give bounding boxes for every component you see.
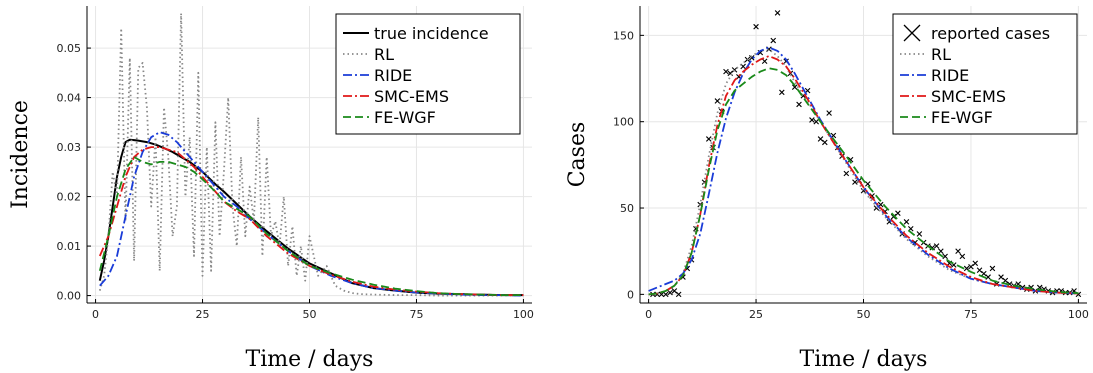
reported-case-point — [748, 55, 755, 61]
legend-label-ride: RIDE — [374, 66, 412, 85]
reported-case-point — [981, 270, 987, 277]
reported-case-point — [968, 263, 974, 270]
y-tick-label: 0.00 — [57, 290, 82, 303]
reported-case-point — [791, 84, 798, 90]
reported-case-point — [774, 10, 781, 16]
y-axis-label: Cases — [565, 122, 590, 188]
reported-case-point — [770, 37, 777, 44]
incidence-panel: 0 25 50 75 100 0.00 0.01 0.02 0.03 0.04 0.05 Time /… — [8, 6, 534, 372]
x-tick-label: 75 — [409, 308, 423, 321]
reported-case-point — [938, 248, 944, 254]
reported-case-point — [942, 253, 948, 260]
x-tick-label: 25 — [749, 308, 763, 321]
y-tick-label: 100 — [613, 116, 634, 129]
reported-case-point — [916, 231, 923, 237]
y-tick-label: 0.03 — [57, 141, 82, 154]
legend-label-rl: RL — [931, 45, 951, 64]
y-tick-label: 150 — [613, 29, 634, 42]
reported-case-point — [809, 117, 815, 123]
reported-case-point — [761, 58, 768, 65]
reported-case-point — [955, 248, 961, 254]
series-line-rl — [648, 48, 1079, 296]
y-tick-label: 0.01 — [57, 240, 82, 253]
reported-case-point — [852, 179, 858, 185]
legend-box — [892, 13, 1078, 135]
y-tick-label: 0.04 — [57, 92, 82, 105]
cases-panel: 0 25 50 75 100 0 50 100 150 Time / days Cases repor… — [565, 6, 1089, 372]
x-tick-label: 0 — [645, 308, 652, 321]
reported-case-point — [723, 68, 729, 75]
series-line-ride — [648, 46, 1079, 295]
y-tick-label: 50 — [620, 202, 634, 215]
reported-case-point — [813, 118, 820, 125]
reported-case-point — [671, 288, 678, 294]
series-line-smc-ems — [648, 55, 1079, 296]
reported-case-point — [998, 274, 1004, 280]
reported-case-point — [976, 267, 983, 273]
reported-case-point — [959, 253, 966, 260]
series-line-rl — [98, 12, 524, 297]
x-tick-label: 50 — [303, 308, 317, 321]
legend-swatch-reported-cases — [903, 24, 921, 42]
reported-case-point — [989, 265, 996, 272]
reported-case-point — [826, 110, 832, 116]
reported-case-point — [675, 291, 682, 298]
reported-case-point — [796, 101, 802, 108]
x-tick-label: 100 — [513, 308, 534, 321]
plot-area — [648, 10, 1082, 298]
reported-case-point — [662, 291, 669, 298]
legend-label-fe-wgf: FE-WGF — [374, 108, 436, 127]
x-tick-label: 50 — [857, 308, 871, 321]
y-tick-label: 0.05 — [57, 42, 82, 55]
reported-case-point — [667, 289, 673, 296]
legend-label-fe-wgf: FE-WGF — [931, 108, 993, 127]
reported-case-point — [753, 23, 759, 30]
legend-label-smc-ems: SMC-EMS — [931, 87, 1006, 106]
y-tick-label: 0.02 — [57, 191, 82, 204]
legend-label-rl: RL — [374, 45, 394, 64]
reported-case-point — [731, 67, 738, 73]
reported-case-point — [933, 243, 940, 249]
reported-case-point — [658, 291, 665, 298]
x-tick-label: 25 — [196, 308, 210, 321]
plot-area — [98, 12, 524, 297]
reported-case-point — [779, 89, 785, 96]
reported-case-point — [817, 136, 824, 142]
reported-case-point — [985, 274, 991, 280]
legend: reported cases RL RIDE SMC-EMS FE-WGF — [892, 13, 1078, 135]
reported-case-point — [843, 170, 850, 177]
reported-case-point — [903, 219, 910, 225]
x-axis-label: Time / days — [246, 347, 374, 372]
x-tick-label: 0 — [92, 308, 99, 321]
x-tick-label: 100 — [1068, 308, 1089, 321]
series-line-true-incidence — [98, 138, 524, 297]
x-axis-label: Time / days — [800, 347, 928, 372]
legend-label-ride: RIDE — [931, 66, 969, 85]
reported-case-point — [705, 136, 712, 142]
y-axis-label: Incidence — [8, 100, 33, 209]
reported-case-point — [714, 98, 721, 104]
legend: true incidence RL RIDE SMC-EMS FE-WGF — [335, 13, 521, 135]
x-tick-label: 75 — [964, 308, 978, 321]
reported-case-point — [822, 139, 828, 146]
legend-label-smc-ems: SMC-EMS — [374, 87, 449, 106]
reported-case-point — [1002, 277, 1009, 284]
reported-case-point — [1006, 281, 1013, 287]
legend-label-true-incidence: true incidence — [374, 24, 489, 43]
series-line-smc-ems — [98, 146, 524, 296]
reported-case-point — [895, 210, 901, 216]
series-line-ride — [99, 131, 524, 297]
legend-label-reported-cases: reported cases — [931, 24, 1050, 43]
y-tick-label: 0 — [627, 288, 634, 301]
reported-case-point — [972, 260, 979, 267]
series-line-fe-wgf — [98, 156, 524, 296]
series-line-fe-wgf — [648, 67, 1079, 296]
